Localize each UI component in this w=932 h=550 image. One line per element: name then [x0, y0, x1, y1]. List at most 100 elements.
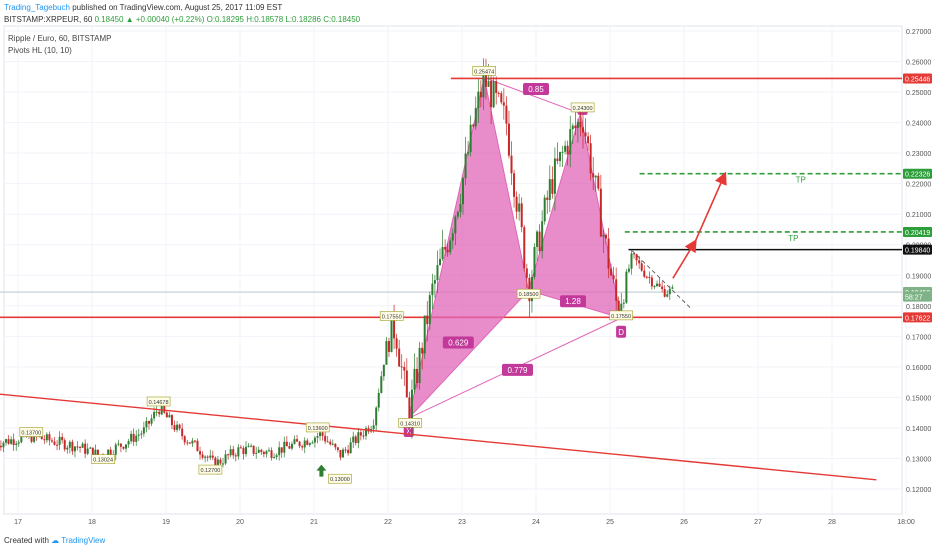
candle-body	[227, 454, 230, 456]
pivot-labels: 0.13700 0.13024 0.14678 0.12700 0.13600 0.130…	[19, 66, 633, 484]
price-axis[interactable]: 0.27000 0.26000 0.25000 0.24000 0.23000 0.220…	[903, 29, 932, 494]
candle-body	[500, 93, 503, 103]
tradingview-brand[interactable]: TradingView	[61, 536, 106, 545]
candle-body	[439, 258, 442, 266]
tp-label: TP	[788, 234, 798, 243]
candle-body	[15, 443, 18, 446]
candle-body	[12, 439, 15, 446]
candle-body	[224, 454, 227, 464]
ratio-label: 0.629	[448, 338, 469, 347]
candle-body	[336, 447, 339, 450]
candle-body	[541, 221, 544, 252]
candle-body	[390, 314, 393, 352]
candle-body	[158, 411, 161, 415]
candle-body	[91, 447, 94, 458]
candle-body	[671, 287, 674, 289]
candle-body	[331, 443, 334, 445]
horizontal-levels: TP TP	[0, 77, 902, 319]
candle-body	[548, 179, 551, 200]
pivot-box	[570, 102, 595, 113]
candle-body	[380, 376, 383, 393]
ratio-label: 1.28	[565, 297, 581, 306]
candle-body	[349, 442, 352, 454]
candle-body	[58, 436, 61, 445]
candle-body	[375, 407, 378, 426]
candle-body	[219, 459, 222, 464]
candle-body	[53, 441, 56, 445]
candle-body	[607, 238, 610, 269]
x-tick-label: 21	[310, 519, 318, 526]
candle-body	[594, 175, 597, 178]
candle-body	[237, 447, 240, 457]
candle-body	[211, 455, 214, 458]
candle-body	[479, 91, 482, 98]
x-tick-label: 23	[458, 519, 466, 526]
candle-body	[592, 173, 595, 178]
candle-body	[640, 263, 643, 271]
candle-body	[250, 445, 253, 447]
pivot-label: 0.13600	[308, 426, 328, 432]
candle-body	[622, 302, 625, 304]
x-tick-label: 20	[236, 519, 244, 526]
pivot-box	[609, 310, 633, 321]
candle-body	[436, 265, 439, 281]
candle-body	[5, 439, 8, 443]
candle-body	[165, 412, 168, 418]
candle-body	[416, 368, 419, 384]
pivot-label: 0.14310	[400, 421, 420, 427]
ratio-label: 0.85	[528, 85, 544, 94]
ratio-label: 0.779	[507, 366, 528, 375]
candle-body	[313, 437, 316, 443]
y-tick-label: 0.21000	[906, 212, 931, 219]
candle-body	[444, 246, 447, 250]
candle-body	[178, 424, 181, 429]
candle-body	[278, 447, 281, 456]
candle-body	[61, 436, 64, 441]
candle-body	[515, 196, 518, 212]
candle-body	[584, 132, 587, 137]
candle-body	[45, 434, 48, 441]
candle-body	[303, 440, 306, 448]
candle-body	[431, 283, 434, 296]
candle-body	[602, 234, 605, 237]
y-tick-label: 0.27000	[906, 29, 931, 36]
candle-body	[474, 107, 477, 127]
candle-body	[354, 436, 357, 444]
candle-body	[610, 268, 613, 276]
x-tick-label: 18:00	[897, 519, 915, 526]
candle-body	[170, 415, 173, 426]
candle-body	[204, 456, 207, 458]
candle-body	[30, 433, 33, 442]
pivot-label: 0.17550	[382, 314, 402, 320]
candle-body	[490, 81, 493, 108]
candle-body	[306, 440, 309, 445]
candle-body	[114, 444, 117, 455]
pivot-box	[19, 427, 44, 437]
projection-arrow	[694, 171, 727, 243]
x-tick-label: 17	[14, 519, 22, 526]
candle-body	[579, 121, 582, 128]
time-axis[interactable]: 17 18 19 20 21 22 23 24 25 26 27 28 18:00	[14, 519, 915, 526]
candle-body	[347, 449, 350, 454]
candle-body	[505, 105, 508, 124]
grid	[4, 26, 907, 514]
candle-body	[446, 249, 449, 253]
candle-body	[653, 286, 656, 288]
candle-body	[153, 412, 156, 419]
candle-body	[308, 443, 311, 445]
candle-body	[574, 125, 577, 129]
created-with-label: Created with	[4, 536, 49, 545]
candle-body	[20, 436, 23, 443]
candle-body	[393, 314, 396, 339]
author-link[interactable]: Trading_Tagebuch	[4, 3, 70, 12]
y-tick-label: 0.16000	[906, 365, 931, 372]
price-badge	[903, 312, 932, 323]
pivot-box	[516, 288, 541, 299]
indicator-legend: Pivots HL (10, 10)	[8, 46, 72, 55]
candle-body	[10, 439, 13, 444]
candle-body	[216, 459, 219, 469]
candle-body	[449, 240, 452, 253]
candle-body	[551, 179, 554, 194]
candle-body	[48, 434, 51, 441]
